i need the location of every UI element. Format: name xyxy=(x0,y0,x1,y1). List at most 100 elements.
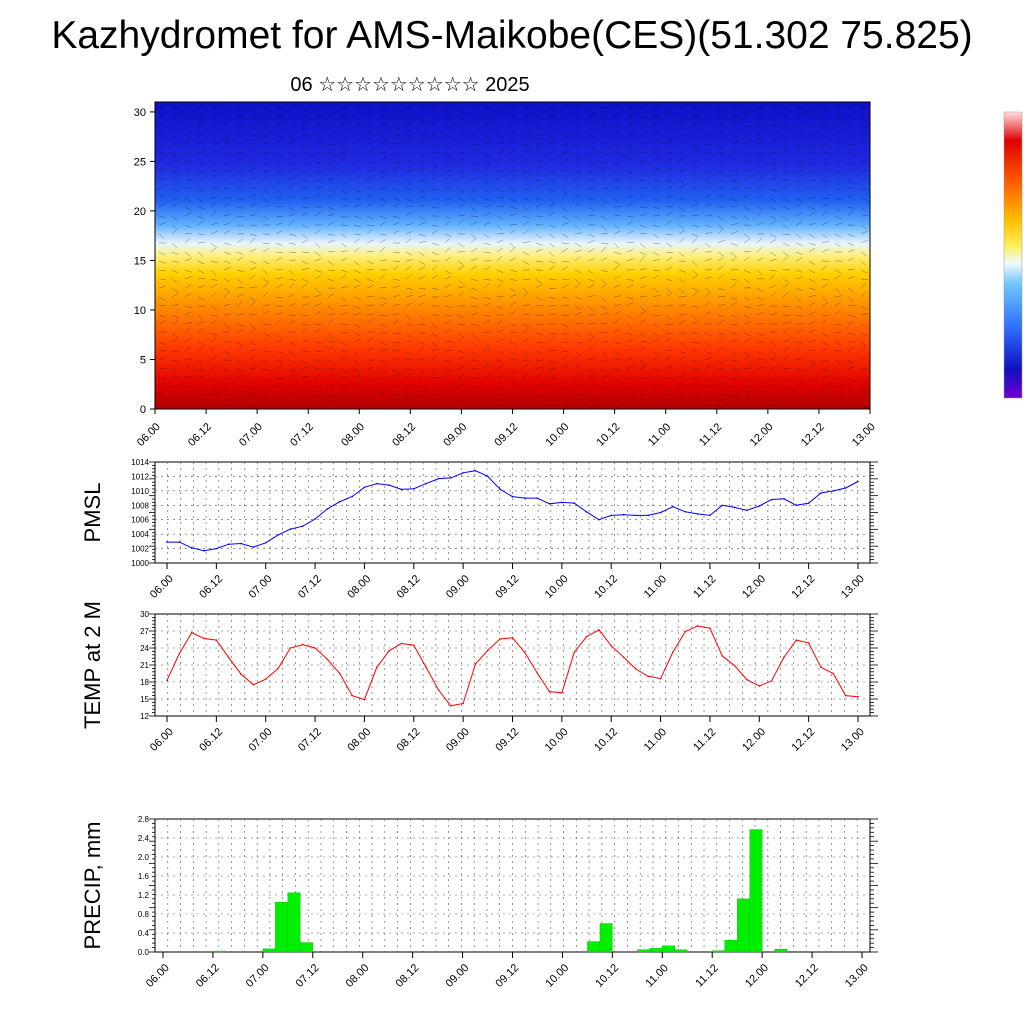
pmsl-data-point xyxy=(289,528,292,530)
pmsl-data-point xyxy=(376,482,378,485)
heatmap-x-tick-label: 07.12 xyxy=(288,421,316,449)
pmsl-data-point xyxy=(413,487,415,490)
pmsl-y-tick-label: 1002 xyxy=(131,545,149,554)
pmsl-x-tick-label: 08.00 xyxy=(345,573,373,601)
pmsl-data-point xyxy=(388,484,390,486)
pmsl-x-tick-label: 07.12 xyxy=(296,573,324,601)
temp-data-point xyxy=(783,656,785,658)
pmsl-x-tick-label: 06.00 xyxy=(148,573,176,601)
chart-subtitle: 06 ☆☆☆☆☆☆☆☆☆ 2025 xyxy=(290,74,530,96)
temp-data-point xyxy=(178,652,181,655)
pmsl-data-point xyxy=(536,497,538,499)
pmsl-data-point xyxy=(301,525,304,527)
precip-x-tick-label: 07.00 xyxy=(244,962,272,990)
temp-data-point xyxy=(795,639,798,641)
temp-data-point xyxy=(511,637,514,639)
precip-bar xyxy=(749,829,763,953)
heatmap-x-tick-label: 10.00 xyxy=(543,421,571,449)
temp-y-tick-label: 12 xyxy=(140,712,149,721)
chart-title: Kazhydromet for AMS-Maikobe(CES)(51.302 … xyxy=(51,14,973,57)
precip-x-tick-label: 11.00 xyxy=(643,962,670,989)
precip-bar xyxy=(300,942,313,953)
pmsl-data-point xyxy=(696,513,699,515)
pmsl-data-point xyxy=(227,543,230,545)
heatmap-y-tick-label: 20 xyxy=(134,206,146,218)
pmsl-data-point xyxy=(635,514,637,517)
pmsl-y-tick-label: 1004 xyxy=(131,530,149,539)
temp-data-point xyxy=(635,668,637,670)
pmsl-data-point xyxy=(548,503,551,505)
precip-x-tick-label: 06.00 xyxy=(144,962,172,990)
temp-data-point xyxy=(388,650,390,652)
temp-x-tick-label: 09.12 xyxy=(493,726,521,754)
pmsl-data-point xyxy=(499,488,502,491)
precip-bar xyxy=(724,939,738,953)
temp-data-point xyxy=(301,643,304,646)
pmsl-data-point xyxy=(178,541,181,543)
temp-data-point xyxy=(832,672,835,675)
temp-data-point xyxy=(610,644,612,647)
heatmap-x-tick-label: 09.12 xyxy=(492,421,520,449)
precip-x-tick-label: 11.12 xyxy=(693,962,720,989)
temp-data-point xyxy=(289,647,292,649)
pmsl-x-tick-label: 09.00 xyxy=(444,573,472,601)
temp-y-tick-label: 15 xyxy=(140,695,149,704)
temp-data-point xyxy=(672,651,674,653)
precip-bar xyxy=(587,941,601,953)
heatmap-y-tick-label: 10 xyxy=(134,305,146,317)
pmsl-data-point xyxy=(622,513,625,516)
temp-data-point xyxy=(573,651,575,654)
pmsl-data-point xyxy=(783,498,785,500)
precip-y-tick-label: 0.8 xyxy=(138,910,150,919)
temp-x-tick-label: 08.00 xyxy=(345,726,373,754)
precip-x-tick-label: 10.12 xyxy=(593,962,621,990)
temp-data-point xyxy=(326,658,329,661)
temp-data-point xyxy=(227,656,230,659)
temp-data-point xyxy=(376,666,378,669)
pmsl-data-point xyxy=(721,504,724,507)
pmsl-x-tick-label: 12.00 xyxy=(740,573,768,601)
temp-data-point xyxy=(770,680,773,682)
pmsl-data-point xyxy=(339,500,341,503)
precip-minor-ticks xyxy=(149,818,878,953)
heatmap-x-tick-label: 13.00 xyxy=(850,421,878,449)
temp-x-tick-label: 12.12 xyxy=(790,726,818,754)
heatmap-x-tick-label: 06.12 xyxy=(186,421,214,449)
temp-data-point xyxy=(647,675,649,678)
wind-temperature-heatmap: 06.00 06.12 07.00 07.12 08.00 08.12 09.00 09.12… xyxy=(134,101,878,449)
precipitation-chart: 06.00 06.12 07.00 07.12 08.00 08.12 09.00 09.12… xyxy=(80,815,878,990)
temp-x-tick-label: 10.00 xyxy=(543,726,571,754)
temp-data-point xyxy=(524,651,526,654)
temp-data-point xyxy=(758,685,761,687)
temp-y-tick-label: 18 xyxy=(140,678,149,687)
temp-data-point xyxy=(252,684,255,686)
heatmap-x-tick-label: 11.00 xyxy=(646,421,673,448)
precip-bar xyxy=(599,923,613,953)
temp-y-tick-label: 30 xyxy=(140,610,149,619)
temp-data-point xyxy=(721,655,724,657)
temp-data-point xyxy=(277,667,279,670)
pmsl-data-point xyxy=(672,505,674,508)
temp-data-point xyxy=(425,666,427,669)
heatmap-x-tick-label: 12.12 xyxy=(799,421,827,449)
pmsl-data-point xyxy=(844,487,847,489)
pmsl-y-axis-label: PMSL xyxy=(80,483,105,543)
temp-data-point xyxy=(684,630,687,633)
pmsl-y-tick-label: 1010 xyxy=(131,487,149,496)
temp-data-point xyxy=(548,690,551,693)
heatmap-field xyxy=(155,102,870,409)
pmsl-data-point xyxy=(758,505,761,507)
temp-data-point xyxy=(363,698,366,701)
temp-x-tick-label: 08.12 xyxy=(395,726,423,754)
precip-x-tick-label: 06.12 xyxy=(194,962,222,990)
temp-data-point xyxy=(462,702,464,705)
temp-x-tick-label: 11.00 xyxy=(642,726,669,753)
pmsl-x-tick-label: 06.12 xyxy=(197,573,225,601)
pmsl-data-point xyxy=(709,514,711,517)
temperature-chart: 06.00 06.12 07.00 07.12 08.00 08.12 09.00 09.12… xyxy=(80,601,878,754)
pmsl-y-tick-label: 1008 xyxy=(131,501,149,510)
temp-x-tick-label: 07.00 xyxy=(247,726,275,754)
temp-data-point xyxy=(215,639,218,641)
precip-x-tick-label: 09.00 xyxy=(443,962,471,990)
